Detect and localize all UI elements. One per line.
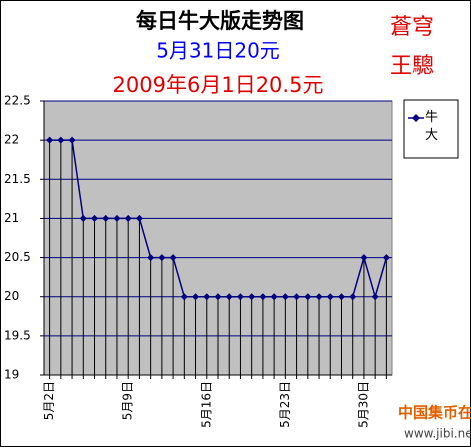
data-point	[293, 293, 301, 301]
signature: 王驄	[390, 54, 434, 79]
data-point	[281, 293, 289, 301]
data-point	[214, 293, 222, 301]
y-tick-label: 22.5	[4, 94, 31, 108]
data-point	[371, 293, 379, 301]
x-tick-label: 5月23日	[278, 381, 292, 428]
data-point	[158, 254, 166, 262]
watermark: www.jibi.net	[404, 427, 471, 441]
y-tick-label: 20	[4, 289, 19, 303]
y-tick-label: 21.5	[4, 172, 31, 186]
data-point	[91, 214, 99, 222]
data-point	[113, 214, 121, 222]
data-point	[382, 254, 390, 262]
y-tick-label: 21	[4, 211, 19, 225]
data-point	[192, 293, 200, 301]
y-tick-label: 20.5	[4, 250, 31, 264]
data-point	[248, 293, 256, 301]
data-point	[326, 293, 334, 301]
data-point	[46, 136, 54, 144]
chart-annotation: 2009年6月1日20.5元	[113, 73, 324, 97]
x-tick-label: 5月9日	[121, 381, 135, 420]
x-tick-label: 5月16日	[199, 381, 213, 428]
data-point	[360, 254, 368, 262]
legend-box	[403, 99, 459, 159]
data-point	[79, 214, 87, 222]
legend-label: 牛大	[425, 110, 439, 143]
x-tick-label: 5月2日	[42, 381, 56, 420]
data-point	[124, 214, 132, 222]
data-point	[337, 293, 345, 301]
data-point	[180, 293, 188, 301]
x-tick-label: 5月30日	[356, 381, 370, 428]
data-point	[259, 293, 267, 301]
data-point	[68, 136, 76, 144]
data-point	[147, 254, 155, 262]
data-point	[304, 293, 312, 301]
signature: 蒼穹	[390, 15, 434, 40]
data-point	[169, 254, 177, 262]
data-point	[203, 293, 211, 301]
data-point	[102, 214, 110, 222]
data-point	[349, 293, 357, 301]
data-point	[270, 293, 278, 301]
chart-title: 每日牛大版走势图	[136, 9, 304, 33]
legend-marker	[412, 114, 420, 122]
data-point	[57, 136, 65, 144]
data-point	[135, 214, 143, 222]
data-point	[315, 293, 323, 301]
chart-subtitle: 5月31日20元	[156, 39, 280, 63]
y-tick-label: 19	[4, 368, 19, 382]
data-point	[225, 293, 233, 301]
data-point	[236, 293, 244, 301]
y-tick-label: 22	[4, 133, 19, 147]
y-tick-label: 19.5	[4, 328, 31, 342]
watermark: 中国集币在线	[398, 404, 471, 422]
